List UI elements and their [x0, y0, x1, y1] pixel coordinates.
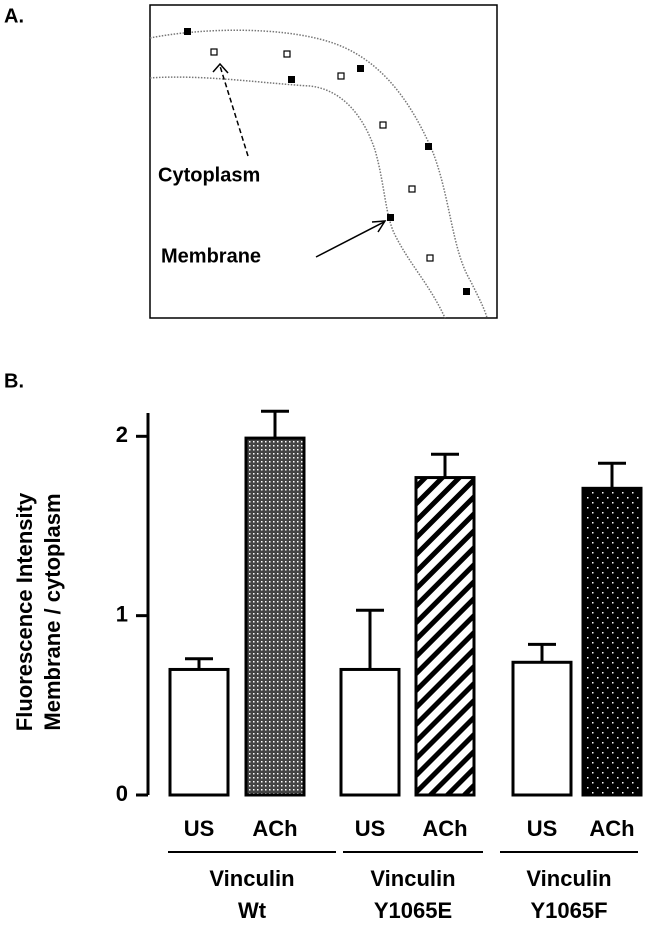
- y-axis-label: Membrane / cytoplasm: [40, 493, 65, 730]
- membrane-label: Membrane: [161, 245, 261, 267]
- panel-label: B.: [4, 370, 24, 392]
- bar: [511, 660, 573, 797]
- bar: [244, 436, 306, 797]
- group-label: Vinculin: [526, 866, 611, 891]
- x-tick-label: US: [527, 816, 558, 841]
- bar: [414, 476, 476, 797]
- group-label: Y1065E: [374, 898, 452, 923]
- x-tick-label: ACh: [422, 816, 467, 841]
- x-tick-label: ACh: [589, 816, 634, 841]
- group-label: Vinculin: [370, 866, 455, 891]
- group-label: Y1065F: [530, 898, 607, 923]
- group-label: Vinculin: [209, 866, 294, 891]
- x-tick-label: US: [184, 816, 215, 841]
- y-tick-label: 2: [116, 422, 128, 447]
- group-label: Wt: [238, 898, 267, 923]
- cell-diagram: [149, 4, 498, 319]
- y-tick-label: 1: [116, 601, 128, 626]
- x-tick-label: US: [355, 816, 386, 841]
- bar: [339, 667, 401, 797]
- y-axis-label: Fluorescence Intensity: [12, 492, 37, 731]
- bar: [168, 667, 230, 797]
- x-tick-label: ACh: [252, 816, 297, 841]
- cytoplasm-label: Cytoplasm: [158, 164, 260, 186]
- bar: [581, 486, 643, 797]
- y-tick-label: 0: [116, 781, 128, 806]
- panel-label: A.: [4, 5, 24, 27]
